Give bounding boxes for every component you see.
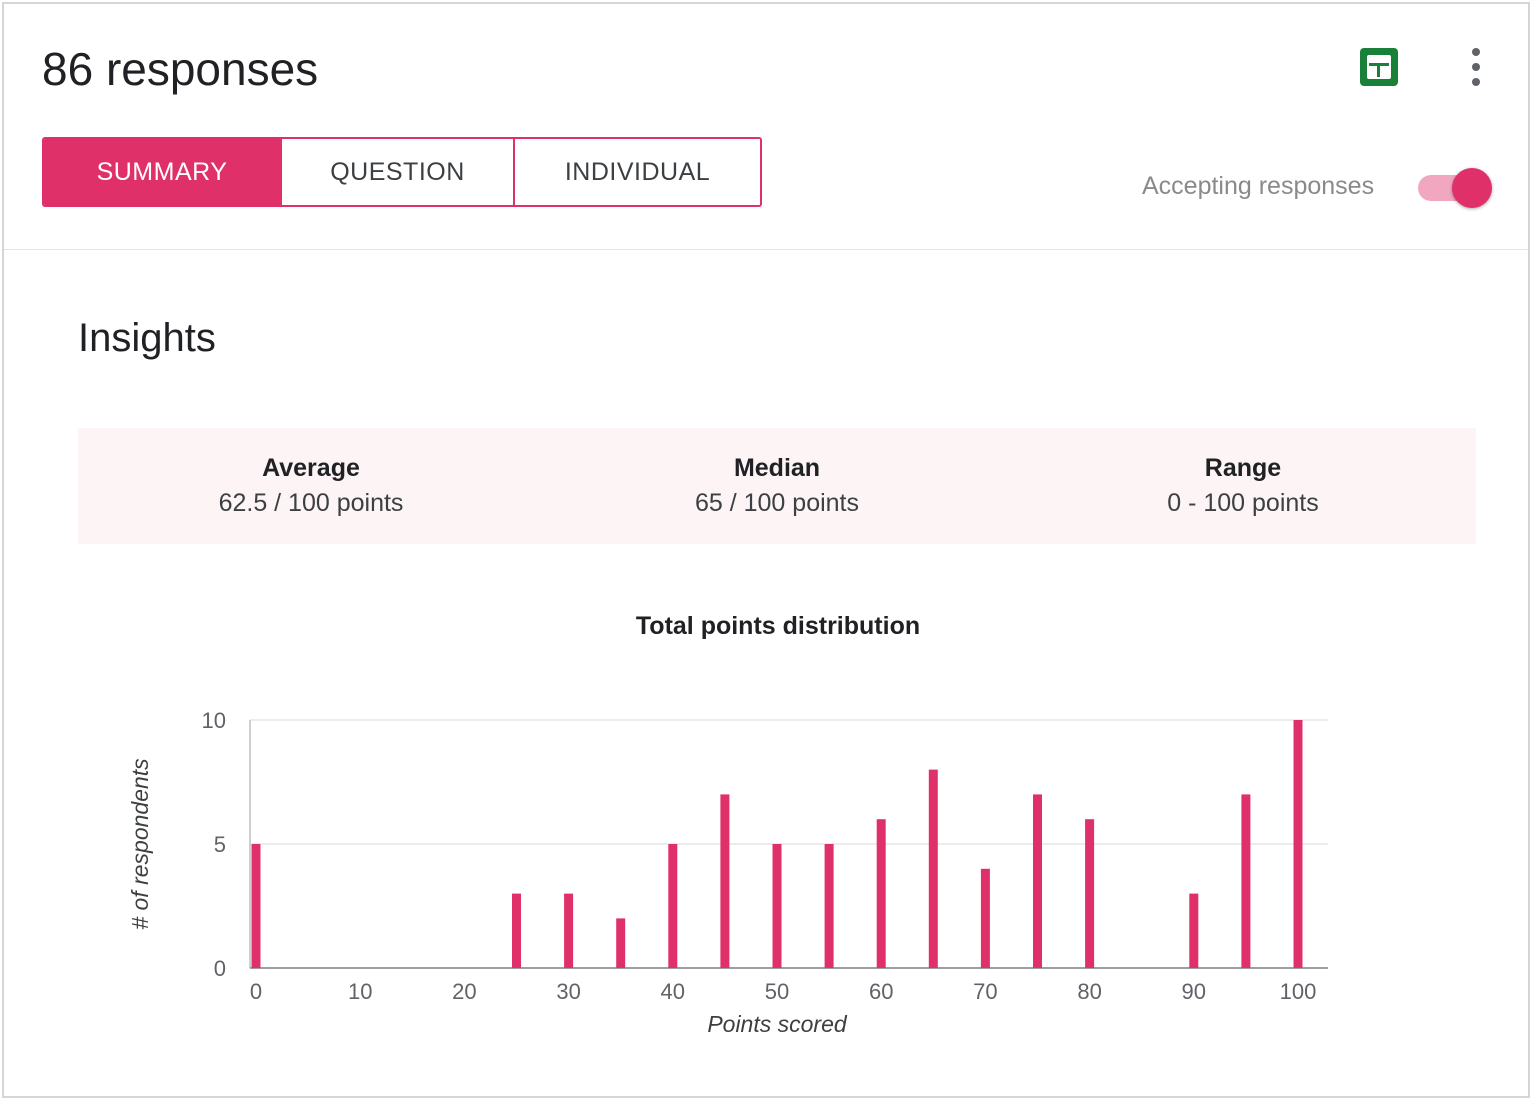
x-tick-label: 40 bbox=[661, 979, 685, 1004]
bar bbox=[772, 844, 782, 968]
insights-stats: Average 62.5 / 100 points Median 65 / 10… bbox=[78, 428, 1476, 544]
chart-title: Total points distribution bbox=[635, 612, 921, 640]
x-tick-label: 70 bbox=[973, 979, 997, 1004]
stat-range: Range 0 - 100 points bbox=[1010, 428, 1476, 544]
x-tick-label: 60 bbox=[869, 979, 893, 1004]
responses-header: 86 responses SUMMARY QUESTION INDIVIDUAL… bbox=[4, 4, 1528, 250]
bar bbox=[1085, 819, 1095, 968]
x-tick-label: 90 bbox=[1182, 979, 1206, 1004]
bar bbox=[720, 794, 730, 968]
x-tick-label: 100 bbox=[1280, 979, 1317, 1004]
bar bbox=[668, 844, 678, 968]
insights-title: Insights bbox=[78, 316, 216, 360]
more-vert-icon bbox=[1472, 48, 1480, 56]
sheets-icon bbox=[1367, 55, 1391, 79]
stat-average-value: 62.5 / 100 points bbox=[218, 489, 404, 517]
x-tick-label: 50 bbox=[765, 979, 789, 1004]
stat-average-label: Average bbox=[262, 454, 360, 482]
y-tick-label: 10 bbox=[202, 708, 226, 733]
x-tick-label: 30 bbox=[556, 979, 580, 1004]
tab-summary[interactable]: SUMMARY bbox=[44, 139, 280, 205]
x-tick-label: 80 bbox=[1077, 979, 1101, 1004]
bar bbox=[928, 769, 938, 968]
bar bbox=[980, 868, 990, 968]
bar bbox=[564, 893, 574, 968]
bar bbox=[1033, 794, 1042, 968]
y-tick-label: 5 bbox=[214, 832, 226, 857]
accepting-responses-label: Accepting responses bbox=[1142, 172, 1375, 200]
more-vert-icon-dot bbox=[1472, 63, 1480, 71]
stat-range-value: 0 - 100 points bbox=[1167, 489, 1319, 517]
more-options-button[interactable] bbox=[1456, 44, 1496, 90]
stat-median-value: 65 / 100 points bbox=[694, 489, 859, 517]
more-vert-icon-dot bbox=[1472, 78, 1480, 86]
stat-median-label: Median bbox=[733, 454, 821, 482]
x-tick-label: 10 bbox=[348, 979, 372, 1004]
bar bbox=[512, 893, 521, 968]
sheets-button[interactable] bbox=[1360, 48, 1398, 86]
bar bbox=[1293, 720, 1303, 968]
bar bbox=[876, 819, 886, 968]
x-tick-label: 20 bbox=[452, 979, 476, 1004]
x-axis-title: Points scored bbox=[707, 1011, 848, 1037]
y-tick-label: 0 bbox=[214, 956, 226, 981]
page-title: 86 responses bbox=[42, 43, 319, 95]
x-tick-label: 0 bbox=[250, 979, 262, 1004]
bar bbox=[1189, 893, 1199, 968]
toggle-knob bbox=[1452, 168, 1492, 208]
accepting-responses-toggle[interactable] bbox=[1418, 168, 1496, 208]
stat-median: Median 65 / 100 points bbox=[544, 428, 1010, 544]
bar bbox=[251, 844, 261, 968]
stat-average: Average 62.5 / 100 points bbox=[78, 428, 544, 544]
bar bbox=[616, 918, 626, 968]
bar bbox=[824, 844, 834, 968]
tab-question[interactable]: QUESTION bbox=[280, 139, 513, 205]
tab-individual[interactable]: INDIVIDUAL bbox=[513, 139, 760, 205]
stat-range-label: Range bbox=[1204, 454, 1282, 482]
y-axis-title: # of respondents bbox=[127, 758, 153, 930]
bar bbox=[1241, 794, 1251, 968]
response-view-tabs: SUMMARY QUESTION INDIVIDUAL bbox=[42, 137, 762, 207]
